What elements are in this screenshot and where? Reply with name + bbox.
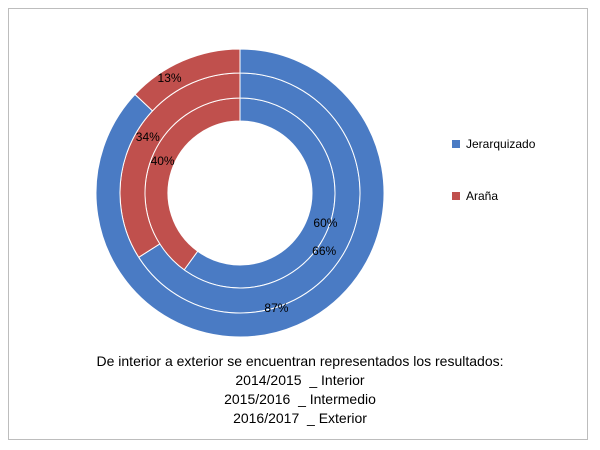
caption-line-4: 2016/2017 _ Exterior [233,410,367,426]
legend-label-arana: Araña [466,189,499,203]
legend-label-jerarquizado: Jerarquizado [466,137,536,151]
legend-item-jerarquizado: Jerarquizado [452,136,535,152]
legend-swatch-jerarquizado [452,140,460,148]
caption-line-3: 2015/2016 _ Intermedio [224,391,376,407]
legend: Jerarquizado Araña [452,136,535,204]
data-label-middle-arana: 34% [136,130,160,144]
data-label-outer-jerarquizado: 87% [264,301,288,315]
caption-line-2: 2014/2015 _ Interior [235,372,365,388]
slice-outer-arana [134,48,241,112]
slice-outer-jerarquizado [95,48,385,338]
data-label-outer-arana: 13% [158,71,182,85]
chart-caption: De interior a exterior se encuentran rep… [0,352,600,428]
legend-item-arana: Araña [452,188,535,204]
legend-swatch-arana [452,192,460,200]
data-label-inner-jerarquizado: 60% [313,216,337,230]
caption-line-1: De interior a exterior se encuentran rep… [96,353,504,369]
data-label-middle-jerarquizado: 66% [312,244,336,258]
data-label-inner-arana: 40% [151,154,175,168]
